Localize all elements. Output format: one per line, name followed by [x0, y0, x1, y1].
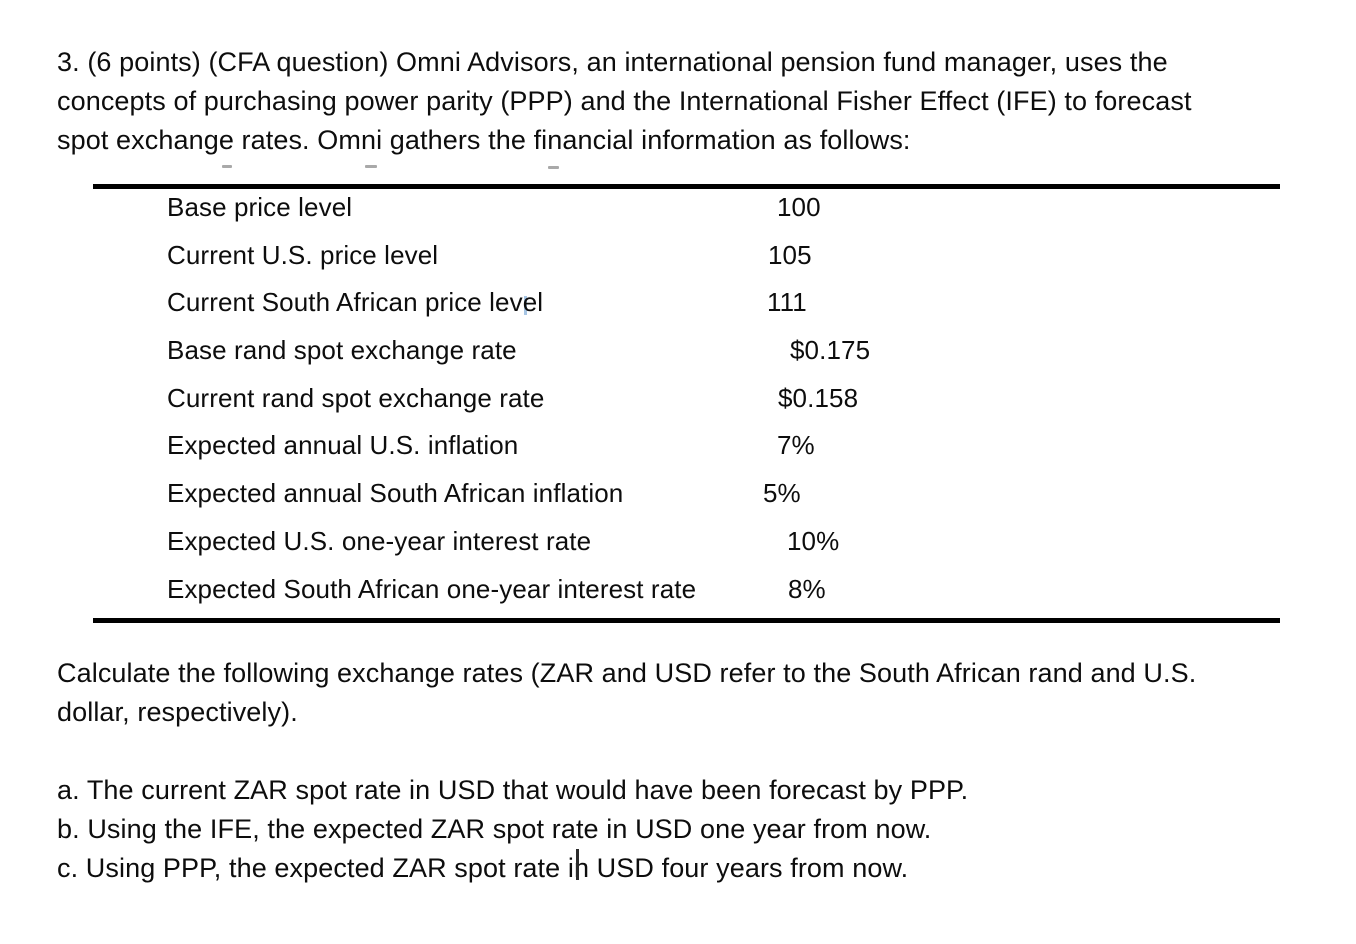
- intro-paragraph: 3. (6 points) (CFA question) Omni Adviso…: [57, 43, 1192, 160]
- table-row[interactable]: Expected annual U.S. inflation 7%: [93, 427, 1280, 475]
- collaborator-cursor: [524, 296, 527, 315]
- row-label: Current South African price level: [167, 287, 544, 318]
- question-item-b[interactable]: b. Using the IFE, the expected ZAR spot …: [57, 814, 932, 844]
- row-label: Current U.S. price level: [167, 239, 439, 270]
- table-row[interactable]: Current South African price level 111: [93, 284, 1280, 332]
- intro-line[interactable]: concepts of purchasing power parity (PPP…: [57, 86, 1192, 116]
- intro-line[interactable]: 3. (6 points) (CFA question) Omni Adviso…: [57, 47, 1168, 77]
- question-list: a. The current ZAR spot rate in USD that…: [57, 771, 968, 888]
- financial-data-table: Base price level 100 Current U.S. price …: [93, 184, 1280, 624]
- table-row[interactable]: Base price level 100: [93, 189, 1280, 237]
- cropped-text-remnant: [548, 166, 559, 169]
- calculate-line[interactable]: Calculate the following exchange rates (…: [57, 658, 1197, 688]
- cropped-text-remnant: [365, 165, 377, 168]
- table-bottom-rule: [93, 618, 1280, 624]
- question-item-a[interactable]: a. The current ZAR spot rate in USD that…: [57, 775, 969, 805]
- text-cursor: [576, 849, 579, 880]
- calculate-paragraph: Calculate the following exchange rates (…: [57, 654, 1196, 732]
- row-value: 7%: [777, 430, 815, 461]
- row-value: 5%: [763, 478, 801, 509]
- row-value: $0.158: [778, 382, 859, 413]
- table-row[interactable]: Current rand spot exchange rate $0.158: [93, 380, 1280, 428]
- row-value: $0.175: [790, 335, 871, 366]
- row-value: 10%: [787, 525, 840, 556]
- row-value: 100: [777, 192, 821, 222]
- row-label: Current rand spot exchange rate: [167, 382, 545, 413]
- table-row[interactable]: Current U.S. price level 105: [93, 237, 1280, 285]
- table-row[interactable]: Expected U.S. one-year interest rate 10%: [93, 523, 1280, 571]
- row-label: Base price level: [167, 192, 353, 222]
- table-row[interactable]: Expected South African one-year interest…: [93, 571, 1280, 619]
- table-body: Base price level 100 Current U.S. price …: [93, 189, 1280, 618]
- question-item-c[interactable]: c. Using PPP, the expected ZAR spot rate…: [57, 853, 909, 883]
- row-label: Expected South African one-year interest…: [167, 573, 697, 604]
- row-label: Expected annual South African inflation: [167, 478, 624, 509]
- calculate-line[interactable]: dollar, respectively).: [57, 697, 298, 727]
- row-value: 105: [768, 239, 812, 270]
- row-label: Base rand spot exchange rate: [167, 335, 517, 366]
- row-value: 111: [767, 287, 807, 318]
- cropped-text-remnant: [222, 165, 232, 168]
- row-label: Expected annual U.S. inflation: [167, 430, 519, 461]
- intro-line[interactable]: spot exchange rates. Omni gathers the fi…: [57, 125, 911, 155]
- row-value: 8%: [788, 573, 826, 604]
- table-row[interactable]: Base rand spot exchange rate $0.175: [93, 332, 1280, 380]
- table-top-rule: [93, 184, 1280, 189]
- row-label: Expected U.S. one-year interest rate: [167, 525, 592, 556]
- table-row[interactable]: Expected annual South African inflation …: [93, 475, 1280, 523]
